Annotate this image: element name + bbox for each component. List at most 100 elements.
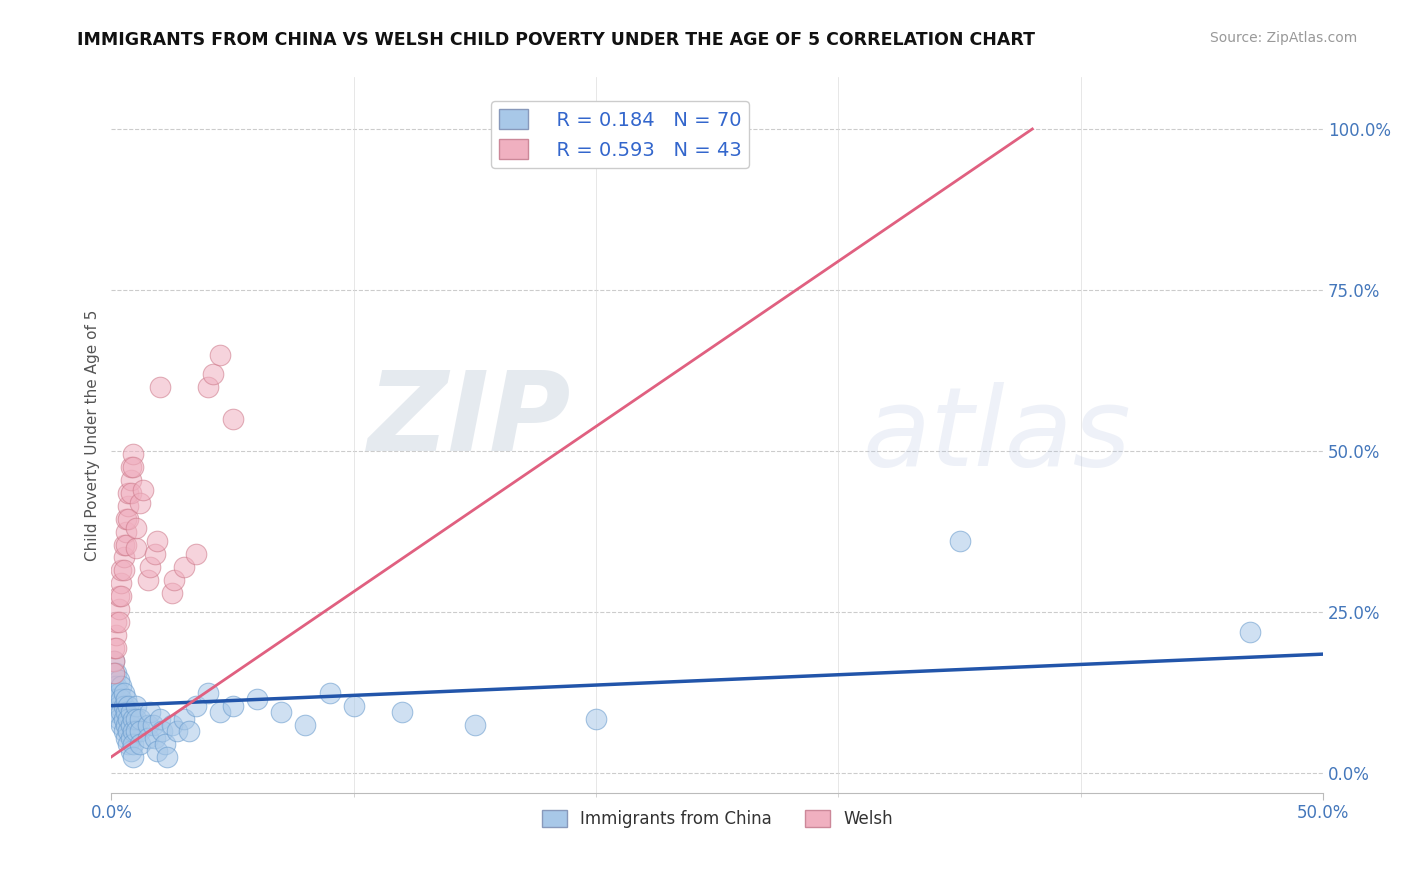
Point bbox=[117, 512, 139, 526]
Point bbox=[110, 692, 132, 706]
Point bbox=[112, 698, 135, 713]
Point bbox=[117, 712, 139, 726]
Point bbox=[115, 705, 138, 719]
Point bbox=[112, 686, 135, 700]
Point bbox=[246, 692, 269, 706]
Point bbox=[156, 750, 179, 764]
Point bbox=[117, 724, 139, 739]
Point bbox=[110, 563, 132, 577]
Y-axis label: Child Poverty Under the Age of 5: Child Poverty Under the Age of 5 bbox=[86, 310, 100, 561]
Point bbox=[115, 512, 138, 526]
Point bbox=[103, 640, 125, 655]
Point bbox=[107, 698, 129, 713]
Point bbox=[120, 460, 142, 475]
Point bbox=[136, 731, 159, 745]
Point bbox=[318, 686, 340, 700]
Point bbox=[103, 679, 125, 693]
Point bbox=[146, 744, 169, 758]
Point bbox=[107, 589, 129, 603]
Point bbox=[197, 380, 219, 394]
Point bbox=[103, 666, 125, 681]
Point bbox=[143, 547, 166, 561]
Point bbox=[120, 744, 142, 758]
Point bbox=[391, 705, 413, 719]
Point bbox=[132, 483, 155, 497]
Point bbox=[103, 692, 125, 706]
Point bbox=[139, 705, 162, 719]
Point bbox=[115, 692, 138, 706]
Point bbox=[107, 686, 129, 700]
Point bbox=[105, 615, 128, 629]
Point bbox=[120, 486, 142, 500]
Point bbox=[122, 460, 145, 475]
Point bbox=[124, 541, 146, 555]
Point bbox=[105, 640, 128, 655]
Point bbox=[122, 750, 145, 764]
Point bbox=[115, 524, 138, 539]
Point bbox=[112, 712, 135, 726]
Point bbox=[143, 731, 166, 745]
Point bbox=[129, 737, 152, 751]
Point bbox=[166, 724, 188, 739]
Point bbox=[949, 534, 972, 549]
Point bbox=[129, 712, 152, 726]
Point bbox=[110, 679, 132, 693]
Point bbox=[103, 666, 125, 681]
Point bbox=[120, 705, 142, 719]
Point bbox=[124, 521, 146, 535]
Point bbox=[1239, 624, 1261, 639]
Point bbox=[117, 499, 139, 513]
Point bbox=[186, 698, 208, 713]
Point bbox=[160, 586, 183, 600]
Point bbox=[124, 724, 146, 739]
Point bbox=[209, 705, 232, 719]
Text: IMMIGRANTS FROM CHINA VS WELSH CHILD POVERTY UNDER THE AGE OF 5 CORRELATION CHAR: IMMIGRANTS FROM CHINA VS WELSH CHILD POV… bbox=[77, 31, 1035, 49]
Point bbox=[107, 615, 129, 629]
Point bbox=[115, 538, 138, 552]
Point bbox=[270, 705, 292, 719]
Point bbox=[112, 550, 135, 565]
Text: ZIP: ZIP bbox=[368, 368, 572, 475]
Point bbox=[142, 718, 165, 732]
Point bbox=[197, 686, 219, 700]
Text: Source: ZipAtlas.com: Source: ZipAtlas.com bbox=[1209, 31, 1357, 45]
Point bbox=[464, 718, 486, 732]
Point bbox=[139, 560, 162, 574]
Point bbox=[120, 731, 142, 745]
Point bbox=[343, 698, 366, 713]
Point bbox=[122, 737, 145, 751]
Point bbox=[136, 718, 159, 732]
Point bbox=[103, 654, 125, 668]
Point bbox=[120, 718, 142, 732]
Point bbox=[105, 692, 128, 706]
Point bbox=[186, 547, 208, 561]
Point bbox=[110, 705, 132, 719]
Point bbox=[149, 712, 172, 726]
Point bbox=[209, 347, 232, 361]
Point bbox=[173, 712, 195, 726]
Point bbox=[117, 698, 139, 713]
Point bbox=[105, 666, 128, 681]
Point bbox=[129, 496, 152, 510]
Legend: Immigrants from China, Welsh: Immigrants from China, Welsh bbox=[534, 803, 900, 834]
Point bbox=[136, 573, 159, 587]
Point bbox=[202, 367, 225, 381]
Point bbox=[221, 698, 243, 713]
Point bbox=[124, 712, 146, 726]
Point bbox=[107, 602, 129, 616]
Point bbox=[585, 712, 607, 726]
Point bbox=[107, 673, 129, 687]
Point bbox=[153, 737, 176, 751]
Point bbox=[105, 628, 128, 642]
Point bbox=[103, 654, 125, 668]
Point bbox=[129, 724, 152, 739]
Text: atlas: atlas bbox=[863, 382, 1132, 489]
Point bbox=[173, 560, 195, 574]
Point bbox=[110, 589, 132, 603]
Point bbox=[117, 486, 139, 500]
Point bbox=[120, 473, 142, 487]
Point bbox=[124, 698, 146, 713]
Point bbox=[160, 718, 183, 732]
Point bbox=[122, 712, 145, 726]
Point bbox=[107, 712, 129, 726]
